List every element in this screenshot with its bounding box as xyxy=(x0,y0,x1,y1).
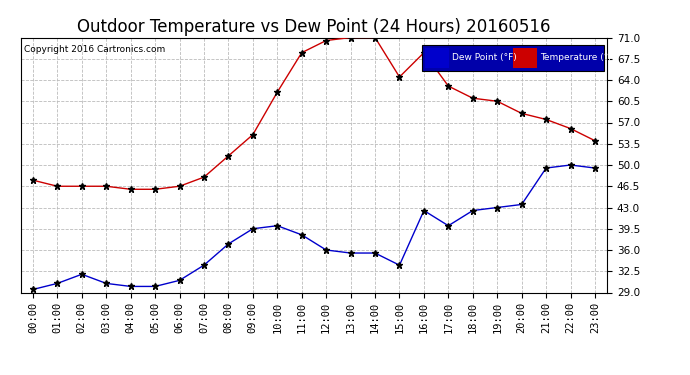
Text: Copyright 2016 Cartronics.com: Copyright 2016 Cartronics.com xyxy=(23,45,165,54)
Text: Temperature (°F): Temperature (°F) xyxy=(540,53,617,62)
FancyBboxPatch shape xyxy=(422,45,604,70)
FancyBboxPatch shape xyxy=(425,48,449,68)
Title: Outdoor Temperature vs Dew Point (24 Hours) 20160516: Outdoor Temperature vs Dew Point (24 Hou… xyxy=(77,18,551,36)
Text: Dew Point (°F): Dew Point (°F) xyxy=(452,53,517,62)
FancyBboxPatch shape xyxy=(513,48,537,68)
